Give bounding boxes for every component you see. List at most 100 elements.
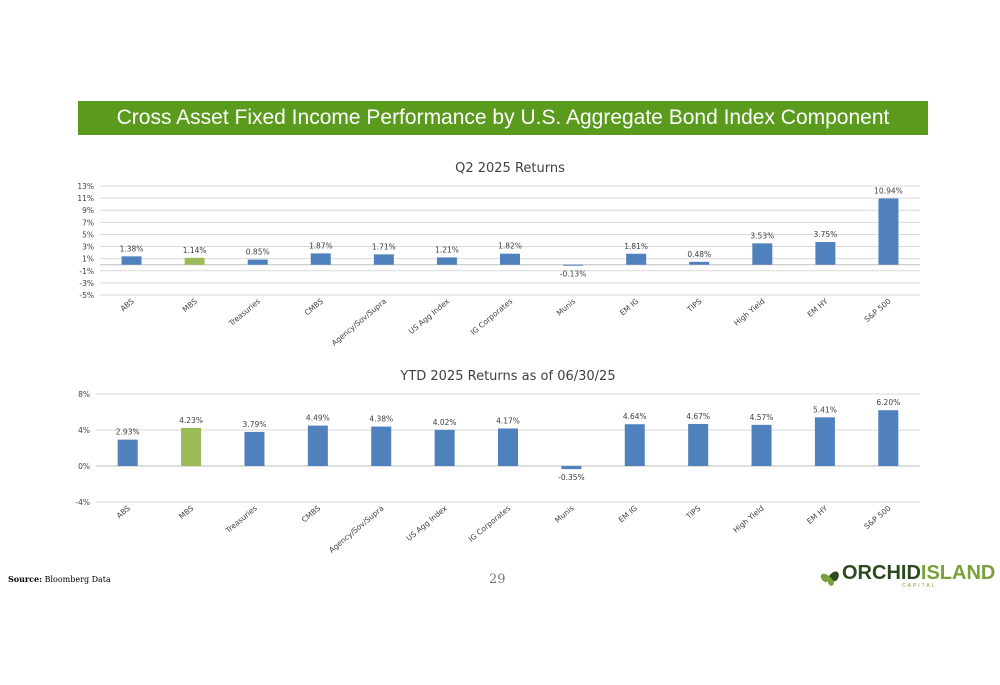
q2-category-label-0: ABS	[119, 296, 136, 313]
ytd-data-label-2: 3.79%	[243, 420, 267, 429]
ytd-bar-0	[117, 439, 138, 466]
q2-y-tick-label: 3%	[82, 243, 94, 252]
q2-bar-8	[626, 253, 647, 265]
q2-category-label-6: IG Corporates	[469, 297, 515, 337]
q2-bar-3	[310, 253, 331, 265]
ytd-bar-6	[498, 428, 518, 466]
ytd-returns-chart: YTD 2025 Returns as of 06/30/25 8% 4% 0% -4%…	[75, 369, 920, 555]
q2-category-label-12: S&P 500	[863, 296, 893, 324]
ytd-category-label-0: ABS	[115, 503, 132, 520]
ytd-category-label-8: EM IG	[617, 504, 639, 525]
ytd-bar-5	[434, 429, 455, 466]
q2-data-label-9: 0.48%	[687, 250, 711, 259]
q2-data-label-11: 3.75%	[813, 230, 837, 239]
company-logo: ORCHIDISLAND CAPITAL	[816, 562, 995, 590]
q2-category-label-4: Agency/Sov/Supra	[330, 297, 388, 348]
q2-category-label-7: Munis	[555, 297, 578, 318]
q2-data-label-10: 3.53%	[750, 231, 774, 240]
slide-title-banner: Cross Asset Fixed Income Performance by …	[78, 101, 928, 135]
ytd-data-label-4: 4.38%	[369, 415, 393, 424]
q2-category-label-5: US Agg Index	[407, 296, 452, 336]
q2-chart-title: Q2 2025 Returns	[455, 161, 565, 176]
page-number: 29	[489, 572, 506, 587]
q2-y-tick-label: 13%	[77, 182, 94, 191]
q2-y-tick-label: -1%	[79, 267, 94, 276]
ytd-data-label-10: 4.57%	[750, 413, 774, 422]
q2-bar-0	[121, 256, 142, 265]
q2-bar-10	[752, 243, 773, 265]
q2-data-label-5: 1.21%	[435, 245, 459, 254]
orchid-flower-icon	[820, 571, 839, 586]
ytd-category-label-3: CMBS	[300, 503, 322, 524]
q2-category-label-11: EM HY	[806, 296, 830, 318]
ytd-data-label-0: 2.93%	[116, 428, 140, 437]
q2-bar-7	[563, 264, 584, 266]
q2-bar-9	[689, 261, 710, 265]
ytd-data-label-6: 4.17%	[496, 416, 520, 425]
logo-subtitle: CAPITAL	[902, 583, 937, 589]
q2-data-label-1: 1.14%	[183, 246, 207, 255]
q2-data-label-3: 1.87%	[309, 241, 333, 250]
ytd-bar-7	[561, 466, 582, 470]
q2-data-label-2: 0.85%	[246, 248, 270, 257]
q2-category-label-8: EM IG	[618, 297, 640, 318]
ytd-category-label-7: Munis	[553, 504, 576, 525]
ytd-bar-4	[371, 426, 392, 466]
ytd-bar-9	[688, 423, 709, 466]
ytd-chart-title: YTD 2025 Returns as of 06/30/25	[399, 369, 615, 384]
ytd-category-label-12: S&P 500	[862, 503, 892, 531]
q2-category-label-1: MBS	[181, 296, 199, 313]
q2-y-tick-label: 9%	[82, 206, 94, 215]
q2-bar-2	[247, 259, 268, 265]
q2-category-label-9: TIPS	[685, 296, 704, 314]
ytd-bar-8	[624, 424, 645, 466]
q2-y-tick-label: 7%	[82, 218, 94, 227]
q2-returns-chart: Q2 2025 Returns 13% 11% 9% 7% 5% 3% 1% -1% -3% -5%…	[77, 161, 920, 348]
source-note: Source: Bloomberg Data	[8, 574, 111, 584]
ytd-data-label-1: 4.23%	[179, 416, 203, 425]
ytd-data-label-11: 5.41%	[813, 405, 837, 414]
q2-bar-6	[500, 253, 520, 265]
ytd-category-label-9: TIPS	[684, 503, 703, 521]
ytd-category-label-11: EM HY	[805, 503, 829, 525]
q2-bar-5	[436, 257, 457, 265]
ytd-bar-12	[878, 410, 899, 466]
ytd-y-tick-label: 8%	[78, 390, 90, 399]
logo-word-orchid: ORCHID	[842, 562, 921, 584]
q2-data-label-12: 10.94%	[874, 186, 903, 195]
ytd-bar-3	[307, 425, 328, 466]
q2-bar-1	[184, 257, 205, 265]
q2-bar-4	[373, 254, 394, 265]
q2-data-label-8: 1.81%	[624, 242, 648, 251]
q2-category-label-10: High Yield	[732, 296, 767, 327]
q2-y-tick-label: 11%	[77, 194, 94, 203]
ytd-data-label-7: -0.35%	[558, 473, 585, 482]
ytd-data-label-12: 6.20%	[876, 398, 900, 407]
q2-y-tick-label: 5%	[82, 230, 94, 239]
q2-y-tick-label: 1%	[82, 255, 94, 264]
ytd-y-tick-label: -4%	[75, 498, 90, 507]
ytd-category-label-10: High Yield	[731, 503, 766, 534]
q2-y-tick-label: -5%	[79, 291, 94, 300]
q2-data-label-4: 1.71%	[372, 242, 396, 251]
source-label: Source:	[8, 574, 43, 584]
ytd-bar-1	[181, 427, 202, 466]
q2-y-tick-label: -3%	[79, 279, 94, 288]
ytd-category-label-2: Treasuries	[223, 504, 259, 536]
ytd-category-label-5: US Agg Index	[405, 503, 450, 543]
ytd-bar-2	[244, 431, 265, 466]
ytd-bar-10	[751, 424, 772, 466]
q2-data-label-7: -0.13%	[560, 270, 587, 279]
q2-data-label-0: 1.38%	[120, 244, 144, 253]
source-text: Bloomberg Data	[42, 575, 111, 584]
q2-bar-12	[878, 198, 899, 265]
ytd-bar-11	[814, 417, 835, 466]
ytd-data-label-5: 4.02%	[433, 418, 457, 427]
q2-category-label-3: CMBS	[303, 296, 325, 317]
q2-category-label-2: Treasuries	[226, 297, 262, 329]
q2-bar-11	[815, 242, 836, 265]
logo-word-island: ISLAND	[920, 562, 996, 584]
ytd-category-label-1: MBS	[177, 503, 195, 520]
ytd-data-label-3: 4.49%	[306, 414, 330, 423]
ytd-category-label-6: IG Corporates	[467, 504, 513, 544]
